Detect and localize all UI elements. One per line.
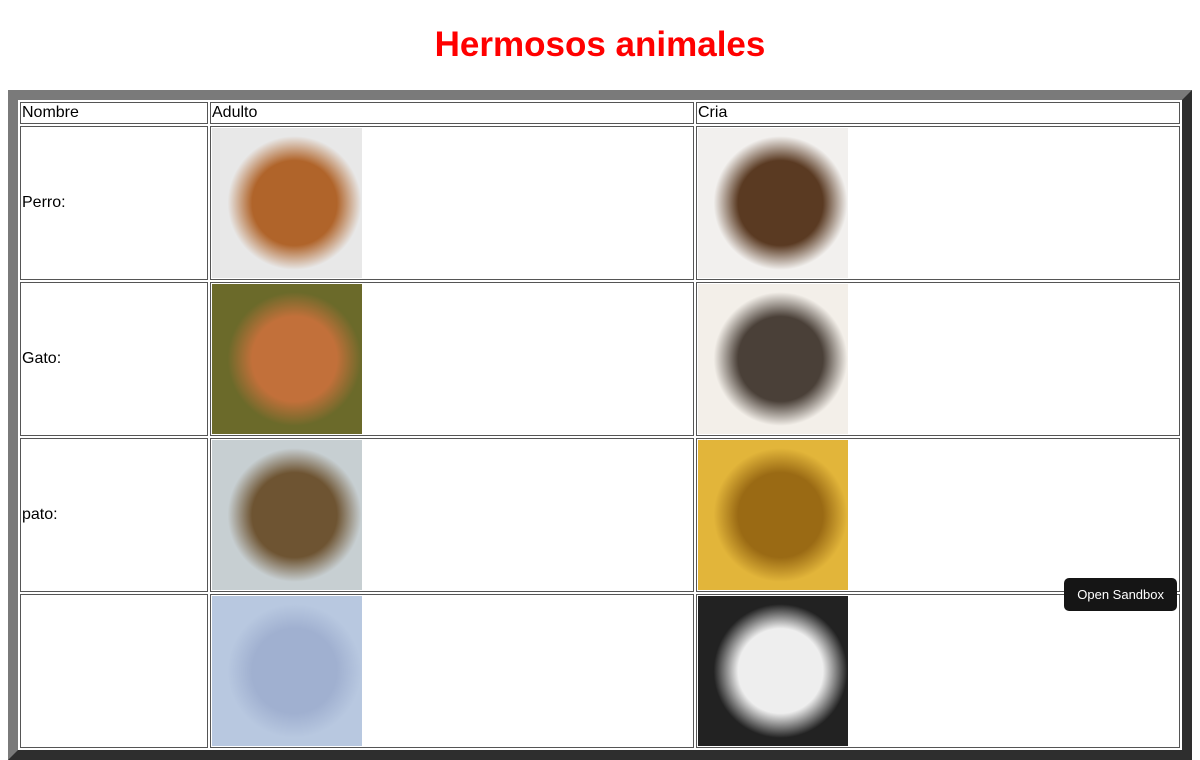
kittens-row-photo bbox=[698, 284, 848, 434]
table-row: Perro: bbox=[20, 126, 1180, 280]
animal-photo bbox=[212, 596, 362, 746]
table-row bbox=[20, 594, 1180, 748]
animal-photo bbox=[698, 596, 848, 746]
header-nombre: Nombre bbox=[20, 102, 208, 124]
animals-table-container: Nombre Adulto Cria Perro: Gato: pato: bbox=[8, 90, 1192, 760]
header-row: Nombre Adulto Cria bbox=[20, 102, 1180, 124]
header-adulto: Adulto bbox=[210, 102, 694, 124]
orange-cat-photo bbox=[212, 284, 362, 434]
mallard-duck-photo bbox=[212, 440, 362, 590]
table-row: Gato: bbox=[20, 282, 1180, 436]
open-sandbox-button[interactable]: Open Sandbox bbox=[1064, 578, 1177, 611]
animal-name: pato: bbox=[22, 506, 58, 523]
animal-name: Gato: bbox=[22, 350, 62, 367]
header-cria: Cria bbox=[696, 102, 1180, 124]
boxer-puppy-photo bbox=[698, 128, 848, 278]
page-title: Hermosos animales bbox=[434, 25, 766, 64]
boxer-dog-photo bbox=[212, 128, 362, 278]
animals-table: Nombre Adulto Cria Perro: Gato: pato: bbox=[8, 90, 1192, 760]
duckling-photo bbox=[698, 440, 848, 590]
table-row: pato: bbox=[20, 438, 1180, 592]
animal-name: Perro: bbox=[22, 194, 66, 211]
